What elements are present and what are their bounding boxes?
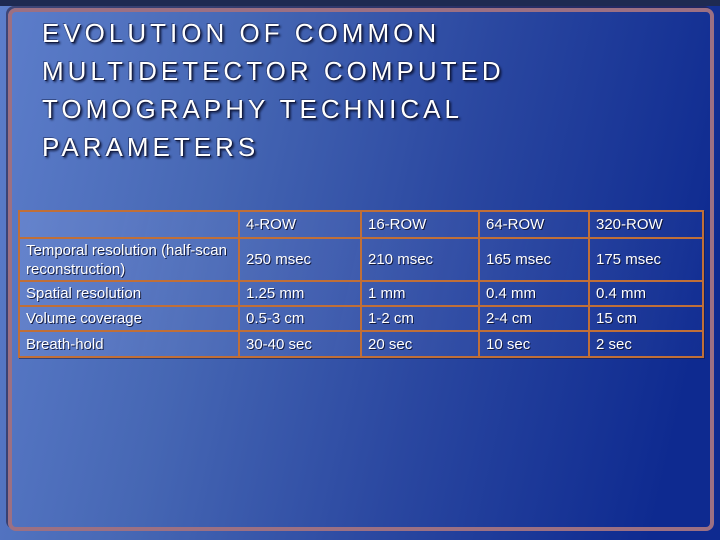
table-cell: 250 msec: [238, 237, 362, 282]
table-cell: 30-40 sec: [238, 330, 362, 358]
table-row: Temporal resolution (half-scan reconstru…: [18, 237, 704, 282]
column-header-320row: 320-ROW: [588, 210, 704, 239]
column-header-4row: 4-ROW: [238, 210, 362, 239]
row-label-spatial-resolution: Spatial resolution: [18, 280, 240, 307]
slide-title-line: PARAMETERS: [42, 132, 260, 162]
table-cell: 20 sec: [360, 330, 480, 358]
table-header-row: 4-ROW 16-ROW 64-ROW 320-ROW: [18, 210, 704, 239]
table-cell: 1 mm: [360, 280, 480, 307]
column-header-blank: [18, 210, 240, 239]
slide-title: EVOLUTION OF COMMON MULTIDETECTOR COMPUT…: [42, 14, 672, 166]
table-cell: 2-4 cm: [478, 305, 590, 332]
table-cell: 0.4 mm: [588, 280, 704, 307]
slide-top-edge: [0, 0, 720, 6]
row-label-temporal-resolution: Temporal resolution (half-scan reconstru…: [18, 237, 240, 282]
table-cell: 0.5-3 cm: [238, 305, 362, 332]
column-header-16row: 16-ROW: [360, 210, 480, 239]
slide-title-line: MULTIDETECTOR COMPUTED: [42, 56, 505, 86]
table-cell: 1.25 mm: [238, 280, 362, 307]
parameters-table: 4-ROW 16-ROW 64-ROW 320-ROW Temporal res…: [18, 210, 704, 358]
table-cell: 15 cm: [588, 305, 704, 332]
table-cell: 1-2 cm: [360, 305, 480, 332]
table-cell: 0.4 mm: [478, 280, 590, 307]
slide-title-line: TOMOGRAPHY TECHNICAL: [42, 94, 463, 124]
table-cell: 2 sec: [588, 330, 704, 358]
table-cell: 165 msec: [478, 237, 590, 282]
table-row: Spatial resolution 1.25 mm 1 mm 0.4 mm 0…: [18, 280, 704, 307]
table-cell: 10 sec: [478, 330, 590, 358]
table-row: Volume coverage 0.5-3 cm 1-2 cm 2-4 cm 1…: [18, 305, 704, 332]
table-row: Breath-hold 30-40 sec 20 sec 10 sec 2 se…: [18, 330, 704, 358]
row-label-breath-hold: Breath-hold: [18, 330, 240, 358]
row-label-volume-coverage: Volume coverage: [18, 305, 240, 332]
slide-title-line: EVOLUTION OF COMMON: [42, 18, 441, 48]
column-header-64row: 64-ROW: [478, 210, 590, 239]
table-cell: 175 msec: [588, 237, 704, 282]
table-cell: 210 msec: [360, 237, 480, 282]
